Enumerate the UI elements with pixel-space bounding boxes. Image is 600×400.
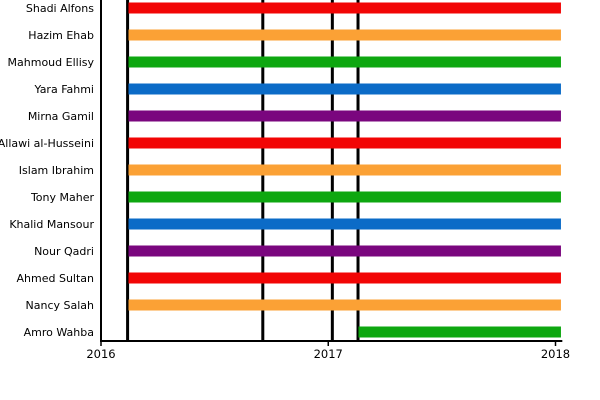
gantt-bar [128, 299, 561, 311]
gantt-bar [128, 218, 561, 230]
y-axis-category-label: Mirna Gamil [28, 110, 94, 123]
y-axis-category-label: Islam Ibrahim [19, 164, 94, 177]
y-axis-category-label: Tony Maher [30, 191, 95, 204]
y-axis-category-label: Ahmed Sultan [17, 272, 95, 285]
y-axis-category-label: Nancy Salah [26, 299, 95, 312]
gantt-bar [128, 191, 561, 203]
y-axis-category-label: Yara Fahmi [33, 83, 94, 96]
gantt-bar [128, 137, 561, 149]
gantt-bar [128, 2, 561, 14]
y-axis-category-label: Mahmoud Ellisy [8, 56, 95, 69]
y-axis-category-label: Hazim Ehab [28, 29, 94, 42]
gantt-bar [128, 164, 561, 176]
y-axis-category-label: Allawi al-Husseini [0, 137, 94, 150]
gantt-bar [128, 110, 561, 122]
gantt-bar [128, 83, 561, 95]
gantt-bar [358, 326, 561, 338]
x-axis-tick-label: 2018 [541, 347, 570, 361]
x-axis-tick-label: 2016 [86, 347, 115, 361]
x-axis-tick-label: 2017 [314, 347, 343, 361]
gantt-bar [128, 245, 561, 257]
gantt-bar [128, 29, 561, 41]
y-axis-category-label: Shadi Alfons [26, 2, 94, 15]
gantt-bar [128, 56, 561, 68]
y-axis-category-label: Amro Wahba [24, 326, 94, 339]
gantt-bar [128, 272, 561, 284]
y-axis-category-label: Khalid Mansour [9, 218, 94, 231]
y-axis-category-label: Nour Qadri [34, 245, 94, 258]
